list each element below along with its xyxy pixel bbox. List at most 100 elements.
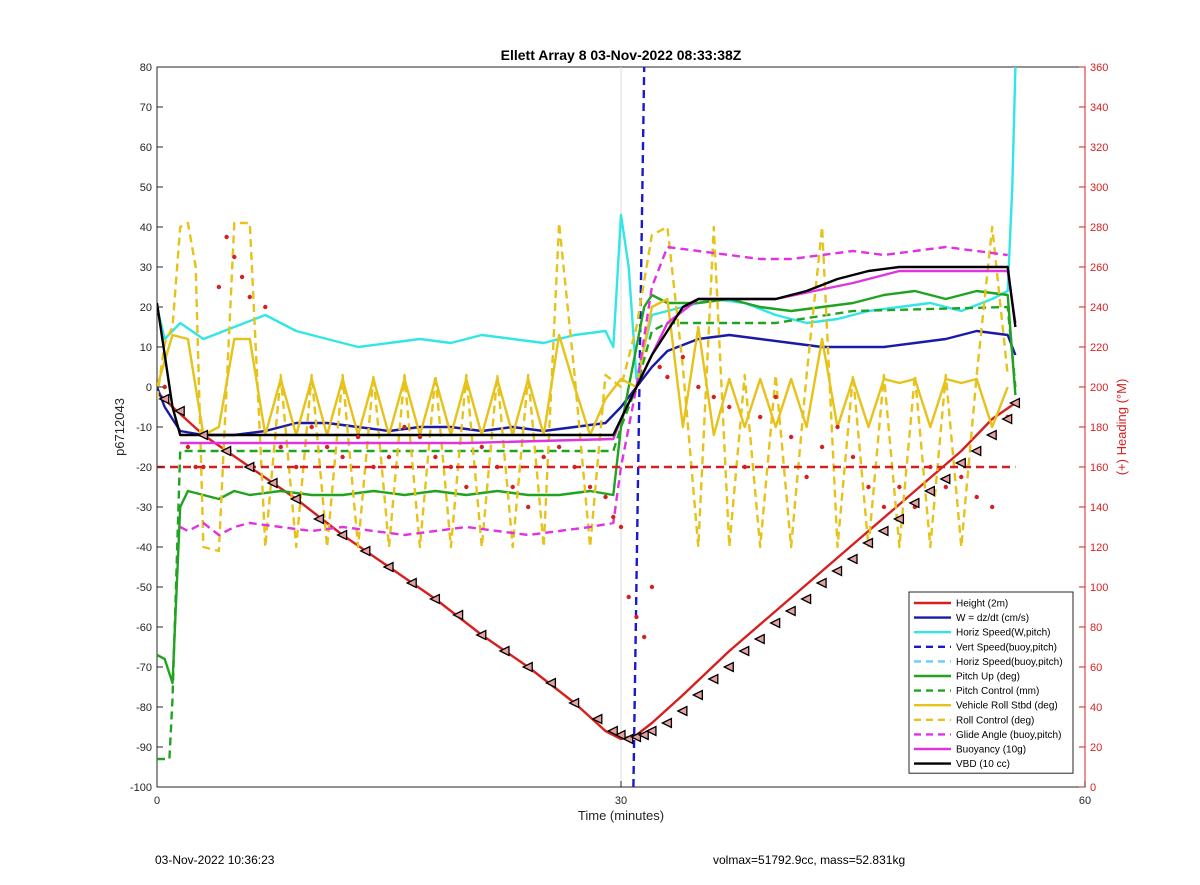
y-tick-label: -30 [136,502,152,514]
heading-point [665,374,670,380]
heading-point [618,524,624,530]
y2-tick-label: 320 [1090,142,1108,154]
heading-point [371,464,376,470]
heading-point [657,364,662,370]
heading-point [897,484,902,490]
series-line-2 [157,67,1017,381]
heading-point [642,634,647,640]
y-tick-label: 20 [140,302,152,314]
y-tick-label: 10 [140,342,152,354]
height-marker [452,609,464,621]
y2-tick-label: 80 [1090,622,1102,634]
legend-label: Vert Speed(buoy,pitch) [956,642,1057,653]
series-layer [157,67,1021,787]
y2-tick-label: 180 [1090,422,1108,434]
height-marker [923,485,935,497]
height-marker [815,577,827,589]
y-tick-label: -60 [136,622,152,634]
legend-label: Pitch Control (mm) [956,686,1039,697]
height-marker [846,553,858,565]
height-marker [521,661,533,673]
height-marker [405,577,417,589]
y2-tick-label: 220 [1090,342,1108,354]
series-line-7 [157,297,1009,437]
heading-point [201,464,206,470]
heading-point [943,484,948,490]
y-tick-label: 0 [146,382,152,394]
series-line-5 [157,289,1017,685]
height-marker [266,477,278,489]
x-tick-label: 60 [1079,795,1091,807]
height-marker [544,677,557,689]
heading-point [819,444,825,450]
legend-label: Buoyancy (10g) [956,745,1026,756]
y2-tick-label: 260 [1090,262,1108,274]
height-marker [359,545,371,557]
height-marker [769,617,781,629]
height-marker [1008,397,1021,409]
height-marker [645,725,657,737]
height-marker [637,729,649,741]
y-tick-label: -20 [136,462,152,474]
legend-label: Glide Angle (buoy,pitch) [956,730,1061,741]
height-marker [336,529,348,541]
heading-point [850,454,856,460]
heading-point [696,384,701,390]
height-marker [630,731,642,743]
heading-point [239,274,245,280]
heading-point [526,504,531,510]
height-marker [691,689,703,701]
heading-point [928,464,933,470]
height-marker [753,633,765,645]
y-tick-label: 70 [140,102,152,114]
height-marker [220,445,232,457]
y-tick-label: -80 [136,702,152,714]
heading-point [587,484,593,490]
y-tick-label: 40 [140,222,152,234]
y2-tick-label: 20 [1090,742,1102,754]
y2-tick-label: 40 [1090,702,1102,714]
heading-point [278,444,283,450]
series-line-9 [179,245,1008,537]
x-axis-label: Time (minutes) [578,808,664,823]
heading-point [263,304,268,310]
heading-point [340,454,345,460]
y2-tick-label: 0 [1090,782,1096,794]
height-marker [970,445,982,457]
series-line-8 [157,221,1009,553]
height-marker [660,717,673,729]
heading-point [386,454,392,460]
heading-point [974,494,979,500]
heading-point [804,474,809,480]
x-tick-label: 0 [154,795,160,807]
footer-timestamp: 03-Nov-2022 10:36:23 [155,853,275,867]
heading-point [603,494,608,500]
y-tick-label: -90 [136,742,152,754]
height-marker [831,565,843,577]
legend-label: Vehicle Roll Stbd (deg) [956,701,1058,712]
heading-point [711,394,716,400]
y-tick-label: -40 [136,542,152,554]
heading-point [611,514,616,520]
x-tick-label: 30 [615,795,627,807]
heading-point [417,434,423,440]
y2-tick-label: 280 [1090,222,1108,234]
heading-point [309,424,314,430]
y2-tick-label: 200 [1090,382,1108,394]
legend-label: VBD (10 cc) [956,759,1010,770]
height-marker [173,405,185,417]
heading-point [881,504,887,510]
heading-point [495,464,500,470]
height-marker [428,593,441,605]
height-marker [985,429,997,441]
heading-point [402,424,407,430]
height-marker [707,673,719,685]
height-marker [908,497,920,509]
height-marker [606,725,618,737]
heading-point [788,434,794,440]
y2-tick-label: 360 [1090,62,1108,74]
height-marker [196,429,209,441]
series-line-3 [632,67,646,787]
legend-label: W = dz/dt (cm/s) [956,613,1029,624]
